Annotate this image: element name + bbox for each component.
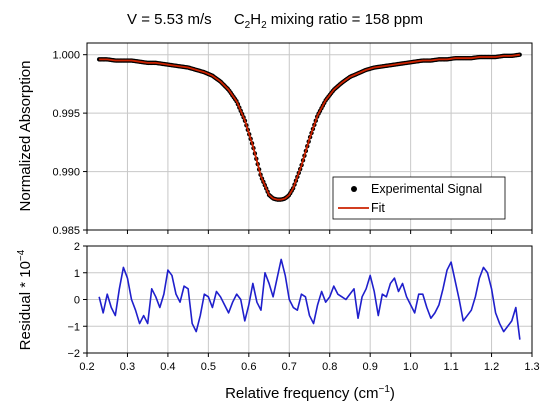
bottom-x-tick-label: 0.8 bbox=[322, 361, 337, 373]
top-series bbox=[96, 52, 522, 202]
bottom-x-tick-label: 0.5 bbox=[201, 361, 216, 373]
top-plot-frame bbox=[86, 42, 533, 231]
title-species-c: C bbox=[234, 11, 245, 28]
x-axis-label-exp: −1 bbox=[379, 384, 391, 395]
bottom-y-tick-label: 2 bbox=[74, 241, 80, 253]
top-y-ticks: 0.985 0.990 0.995 1.000 bbox=[52, 50, 87, 237]
legend-marker-experimental bbox=[351, 186, 357, 192]
top-y-tick-label: 0.995 bbox=[52, 108, 80, 120]
legend: Experimental Signal Fit bbox=[332, 176, 506, 220]
residual-line bbox=[98, 258, 521, 340]
bottom-x-tick-label: 0.7 bbox=[282, 361, 297, 373]
x-axis-label-main: Relative frequency (cm bbox=[225, 385, 378, 402]
bottom-x-tick-label: 0.2 bbox=[79, 361, 94, 373]
top-x-ticks bbox=[86, 230, 533, 234]
bottom-y-tick-label: −1 bbox=[67, 321, 80, 333]
title-ratio: mixing ratio = 158 ppm bbox=[267, 11, 423, 28]
title-species-sub1: 2 bbox=[245, 20, 251, 31]
legend-label-experimental: Experimental Signal bbox=[371, 182, 482, 196]
fit-line bbox=[99, 53, 520, 201]
bottom-series bbox=[98, 258, 521, 340]
bottom-y-axis-label-exp: −4 bbox=[16, 249, 27, 261]
top-panel: 0.985 0.990 0.995 1.000 Normalized Absorpti… bbox=[17, 42, 533, 237]
bottom-x-tick-label: 0.9 bbox=[363, 361, 378, 373]
figure-title: V = 5.53 m/s C2H2 mixing ratio = 158 ppm bbox=[127, 11, 423, 31]
top-y-axis-label: Normalized Absorption bbox=[17, 61, 34, 212]
bottom-x-tick-label: 1.2 bbox=[484, 361, 499, 373]
top-y-tick-label: 1.000 bbox=[52, 50, 80, 62]
bottom-x-tick-label: 0.3 bbox=[120, 361, 135, 373]
title-species-sub2: 2 bbox=[261, 20, 267, 31]
bottom-y-tick-label: 0 bbox=[74, 295, 80, 307]
bottom-y-ticks: −2 −1 0 1 2 bbox=[67, 241, 87, 360]
bottom-y-tick-label: −2 bbox=[67, 348, 80, 360]
bottom-x-tick-label: 1.1 bbox=[443, 361, 458, 373]
title-species-h: H bbox=[250, 11, 261, 28]
bottom-x-tick-label: 1.0 bbox=[403, 361, 418, 373]
top-y-tick-label: 0.990 bbox=[52, 167, 80, 179]
legend-box bbox=[332, 176, 506, 220]
x-axis-label: Relative frequency (cm−1) bbox=[225, 384, 395, 402]
bottom-x-ticks: 0.2 0.3 0.4 0.5 0.6 0.7 0.8 0.9 1.0 1.1 1.2 1.3 bbox=[79, 353, 540, 373]
title-speed: V = 5.53 m/s bbox=[127, 11, 212, 28]
x-axis-label-close: ) bbox=[390, 385, 395, 402]
bottom-y-axis-label-main: Residual * 10 bbox=[17, 261, 34, 350]
bottom-x-tick-label: 0.6 bbox=[241, 361, 256, 373]
bottom-grid bbox=[86, 245, 533, 354]
bottom-y-axis-label: Residual * 10−4 bbox=[16, 249, 34, 350]
bottom-x-tick-label: 1.3 bbox=[524, 361, 539, 373]
top-y-tick-label: 0.985 bbox=[52, 225, 80, 237]
bottom-x-tick-label: 0.4 bbox=[160, 361, 175, 373]
bottom-y-tick-label: 1 bbox=[74, 268, 80, 280]
bottom-panel: −2 −1 0 1 2 0.2 0.3 0.4 0.5 0.6 0.7 0.8 0.9 1.0 1.1 1.… bbox=[16, 241, 540, 402]
legend-label-fit: Fit bbox=[371, 201, 385, 215]
